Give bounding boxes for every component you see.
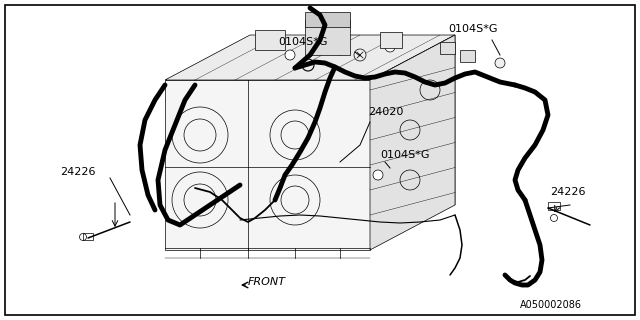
Text: 0104S*G: 0104S*G xyxy=(380,150,429,160)
Circle shape xyxy=(495,58,505,68)
Bar xyxy=(310,28,335,46)
Text: 0104S*G: 0104S*G xyxy=(278,37,328,47)
Circle shape xyxy=(335,45,345,55)
Bar xyxy=(460,50,475,62)
Text: 24226: 24226 xyxy=(550,187,586,197)
Bar xyxy=(255,30,285,50)
Bar xyxy=(305,20,350,55)
Polygon shape xyxy=(370,35,455,205)
Polygon shape xyxy=(165,80,370,250)
Circle shape xyxy=(285,50,295,60)
Text: 24020: 24020 xyxy=(368,107,403,117)
Text: FRONT: FRONT xyxy=(248,277,286,287)
Bar xyxy=(548,202,560,210)
Text: 0104S*G: 0104S*G xyxy=(448,24,497,34)
Bar xyxy=(380,32,402,48)
Circle shape xyxy=(354,49,366,61)
Text: 24226: 24226 xyxy=(60,167,95,177)
Circle shape xyxy=(373,170,383,180)
Bar xyxy=(440,42,455,54)
Polygon shape xyxy=(165,35,455,80)
Bar xyxy=(305,12,350,27)
Text: A050002086: A050002086 xyxy=(520,300,582,310)
Bar xyxy=(83,233,93,240)
Polygon shape xyxy=(370,35,455,250)
Circle shape xyxy=(385,42,395,52)
